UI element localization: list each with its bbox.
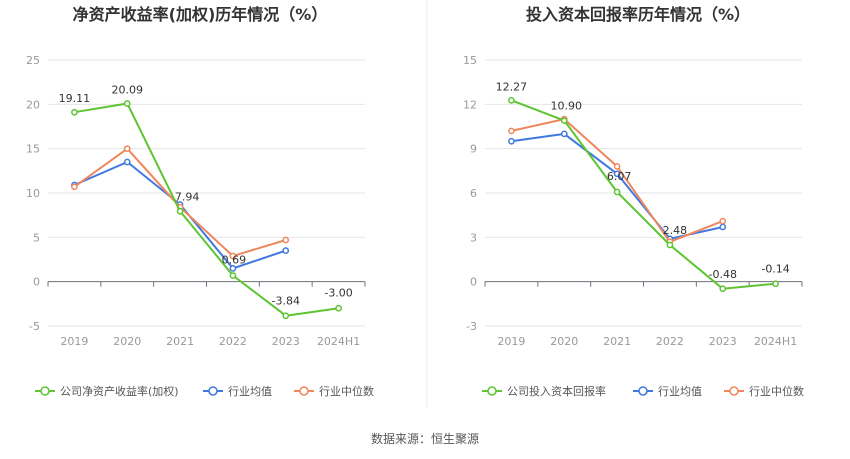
data-label: -3.00 (324, 286, 352, 299)
data-point (666, 241, 674, 249)
data-point (508, 96, 515, 104)
data-point (123, 100, 131, 107)
y-tick-label: -3 (466, 320, 477, 333)
data-point (719, 217, 727, 225)
data-point (176, 207, 184, 215)
chart-title: 净资产收益率(加权)历年情况（%） (73, 5, 328, 24)
data-label: 0.69 (222, 254, 247, 267)
data-point (229, 252, 237, 260)
data-point (719, 223, 727, 231)
y-tick-label: 3 (470, 231, 477, 244)
data-label: 6.07 (607, 170, 632, 183)
data-label: -0.48 (709, 268, 737, 281)
data-point (613, 188, 621, 196)
x-tick-label: 2024H1 (754, 335, 797, 348)
x-tick-label: 2020 (113, 335, 141, 348)
x-tick-label: 2024H1 (317, 335, 360, 348)
legend-label: 行业均值 (228, 385, 272, 398)
data-point (772, 280, 779, 288)
legend-label: 行业均值 (658, 385, 702, 398)
data-point (719, 285, 727, 293)
data-point (229, 265, 237, 272)
series-line-company (74, 102, 339, 317)
data-point (71, 183, 78, 191)
y-tick-label: 10 (26, 187, 40, 200)
data-point (282, 312, 290, 320)
x-tick-label: 2022 (656, 335, 684, 348)
data-point (282, 247, 290, 254)
data-label: -3.84 (272, 295, 300, 308)
data-point (613, 170, 621, 178)
legend-label: 行业中位数 (319, 384, 374, 398)
data-label: 7.94 (175, 190, 200, 203)
series-line-industry-average (74, 161, 287, 270)
chart-title: 投入资本回报率历年情况（%） (526, 5, 750, 24)
data-point (335, 304, 342, 312)
roic-chart-panel: 投入资本回报率历年情况（%） -3 0 3 6 9 12 15 2019 2020 2021 2022… (463, 5, 804, 398)
data-label: 10.90 (551, 100, 583, 113)
series-line-company (511, 99, 776, 290)
data-label: 20.09 (112, 84, 144, 97)
y-tick-label: 20 (26, 98, 40, 111)
y-tick-label: 12 (463, 98, 477, 111)
y-tick-label: -5 (29, 320, 40, 333)
roe-chart-panel: 净资产收益率(加权)历年情况（%） -5 0 5 10 15 20 25 2019 2020 202… (26, 5, 374, 398)
data-label: 19.11 (59, 92, 91, 105)
x-tick-label: 2019 (60, 335, 88, 348)
data-label: 12.27 (496, 80, 528, 93)
y-tick-label: 25 (26, 54, 40, 67)
x-tick-label: 2019 (497, 335, 525, 348)
y-tick-label: 9 (470, 143, 477, 156)
y-tick-label: 15 (26, 143, 40, 156)
y-tick-label: 6 (470, 187, 477, 200)
legend-label: 公司投入资本回报率 (507, 384, 606, 398)
legend-marker-icon (487, 386, 497, 396)
y-tick-label: 5 (33, 231, 40, 244)
x-tick-label: 2022 (219, 335, 247, 348)
legend-label: 行业中位数 (749, 384, 804, 398)
y-tick-label: 15 (463, 54, 477, 67)
x-tick-label: 2023 (709, 335, 737, 348)
legend-label: 公司净资产收益率(加权) (60, 384, 179, 398)
x-tick-label: 2020 (550, 335, 578, 348)
data-point (123, 158, 131, 166)
y-tick-label: 0 (33, 276, 40, 289)
data-point (123, 145, 131, 153)
data-point (71, 108, 78, 116)
data-point (508, 127, 515, 135)
data-point (508, 137, 515, 145)
data-point (282, 236, 290, 244)
data-source-label: 数据来源：恒生聚源 (371, 431, 479, 446)
data-point (229, 272, 237, 279)
legend-marker-icon (299, 386, 309, 396)
x-tick-label: 2023 (272, 335, 300, 348)
series-line-industry-average (511, 132, 724, 240)
legend-marker-icon (208, 386, 218, 396)
x-tick-label: 2021 (166, 335, 194, 348)
legend-marker-icon (40, 386, 50, 396)
data-label: 2.48 (663, 224, 688, 237)
x-tick-label: 2021 (603, 335, 631, 348)
data-label: -0.14 (761, 263, 789, 276)
legend-marker-icon (638, 386, 648, 396)
legend-marker-icon (729, 386, 739, 396)
data-point (560, 130, 568, 138)
data-point (613, 163, 621, 170)
data-point (560, 117, 568, 124)
y-tick-label: 0 (470, 276, 477, 289)
